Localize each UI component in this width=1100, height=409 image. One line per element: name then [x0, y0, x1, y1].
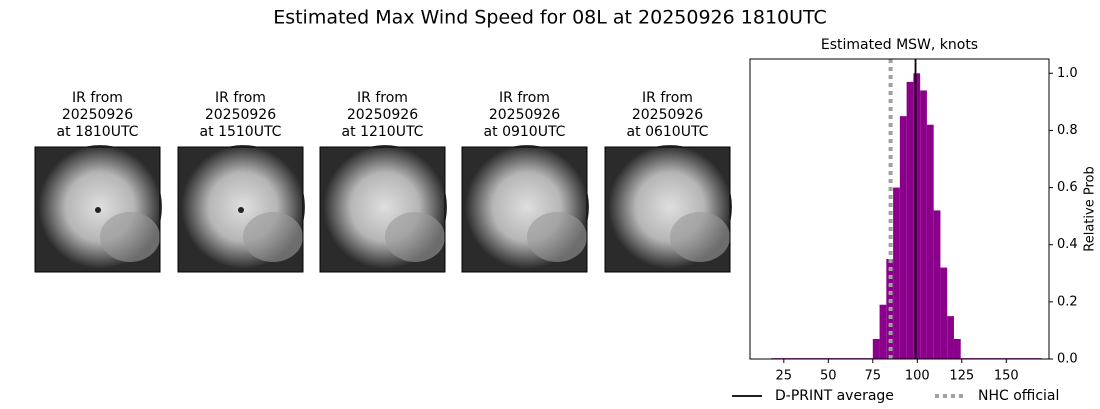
x-tick-label: 125: [949, 369, 974, 384]
y-tick-label: 0.8: [1057, 123, 1078, 138]
chart-title: Estimated MSW, knots: [821, 37, 978, 53]
y-tick-label: 0.2: [1057, 294, 1078, 309]
panel-label: at 1210UTC: [342, 124, 424, 140]
ir-image: [319, 145, 447, 273]
panel-label: IR from: [215, 90, 266, 106]
panel-label: 20250926: [205, 107, 276, 123]
histogram-bar: [906, 81, 914, 359]
x-tick-label: 100: [905, 369, 930, 384]
image-frame: [34, 146, 161, 273]
histogram-bar: [899, 116, 907, 360]
panel-label: 20250926: [347, 107, 418, 123]
histogram-bar: [920, 90, 927, 359]
panel-label: IR from: [642, 90, 693, 106]
image-frame: [461, 146, 588, 273]
cloud-band: [385, 212, 445, 262]
y-tick-label: 1.0: [1057, 66, 1078, 81]
image-frame: [319, 146, 446, 273]
legend-label: NHC official: [978, 388, 1059, 404]
cloud-band: [243, 212, 303, 262]
histogram-bar: [926, 124, 934, 359]
panel-label: 20250926: [489, 107, 560, 123]
image-frame: [177, 146, 304, 273]
panel-label: at 0910UTC: [484, 124, 566, 140]
eye: [95, 207, 101, 213]
y-tick-label: 0.4: [1057, 237, 1078, 252]
panel-label: at 0610UTC: [627, 124, 709, 140]
histogram-bar: [872, 339, 880, 359]
panel-label: 20250926: [632, 107, 703, 123]
x-tick-label: 25: [776, 369, 793, 384]
x-tick-label: 150: [994, 369, 1019, 384]
cloud-band: [527, 212, 587, 262]
panel-label: at 1810UTC: [57, 124, 139, 140]
ir-image: [34, 145, 162, 273]
ir-image: [604, 145, 732, 273]
panel-label: at 1510UTC: [200, 124, 282, 140]
eye: [238, 207, 244, 213]
x-tick-label: 75: [865, 369, 882, 384]
y-tick-label: 0.0: [1057, 352, 1078, 367]
cloud-band: [100, 212, 160, 262]
cloud-band: [670, 212, 730, 262]
figure-title: Estimated Max Wind Speed for 08L at 2025…: [273, 7, 827, 29]
histogram-bar: [913, 73, 921, 360]
panel-label: IR from: [357, 90, 408, 106]
legend-label: D-PRINT average: [775, 388, 894, 404]
x-tick-label: 50: [820, 369, 837, 384]
histogram-bar: [953, 339, 961, 359]
y-axis-label: Relative Prob: [1083, 166, 1098, 251]
panel-label: 20250926: [62, 107, 133, 123]
y-tick-label: 0.6: [1057, 180, 1078, 195]
histogram-bar: [933, 210, 941, 359]
panel-label: IR from: [72, 90, 123, 106]
histogram-bar: [940, 267, 948, 359]
histogram-bar: [879, 304, 887, 359]
histogram-bar: [947, 316, 954, 359]
plot-frame: [749, 58, 1050, 360]
ir-image: [177, 145, 305, 273]
ir-image: [461, 145, 589, 273]
panel-label: IR from: [499, 90, 550, 106]
histogram-bar: [893, 187, 900, 359]
image-frame: [604, 146, 731, 273]
